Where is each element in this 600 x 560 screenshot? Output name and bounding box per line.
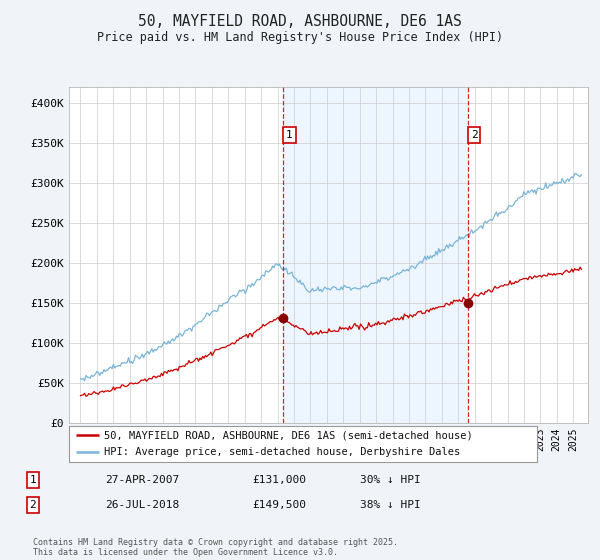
Text: 1: 1	[29, 475, 37, 485]
Text: 50, MAYFIELD ROAD, ASHBOURNE, DE6 1AS: 50, MAYFIELD ROAD, ASHBOURNE, DE6 1AS	[138, 14, 462, 29]
Text: £149,500: £149,500	[252, 500, 306, 510]
Text: 2: 2	[29, 500, 37, 510]
Text: 30% ↓ HPI: 30% ↓ HPI	[360, 475, 421, 485]
Text: 26-JUL-2018: 26-JUL-2018	[105, 500, 179, 510]
Text: Contains HM Land Registry data © Crown copyright and database right 2025.
This d: Contains HM Land Registry data © Crown c…	[33, 538, 398, 557]
Text: HPI: Average price, semi-detached house, Derbyshire Dales: HPI: Average price, semi-detached house,…	[104, 447, 460, 457]
Text: 50, MAYFIELD ROAD, ASHBOURNE, DE6 1AS (semi-detached house): 50, MAYFIELD ROAD, ASHBOURNE, DE6 1AS (s…	[104, 431, 473, 440]
Text: 1: 1	[286, 130, 293, 140]
Bar	[283, 87, 467, 423]
Text: 27-APR-2007: 27-APR-2007	[105, 475, 179, 485]
Text: 38% ↓ HPI: 38% ↓ HPI	[360, 500, 421, 510]
Text: 2: 2	[471, 130, 478, 140]
Text: £131,000: £131,000	[252, 475, 306, 485]
Text: Price paid vs. HM Land Registry's House Price Index (HPI): Price paid vs. HM Land Registry's House …	[97, 31, 503, 44]
